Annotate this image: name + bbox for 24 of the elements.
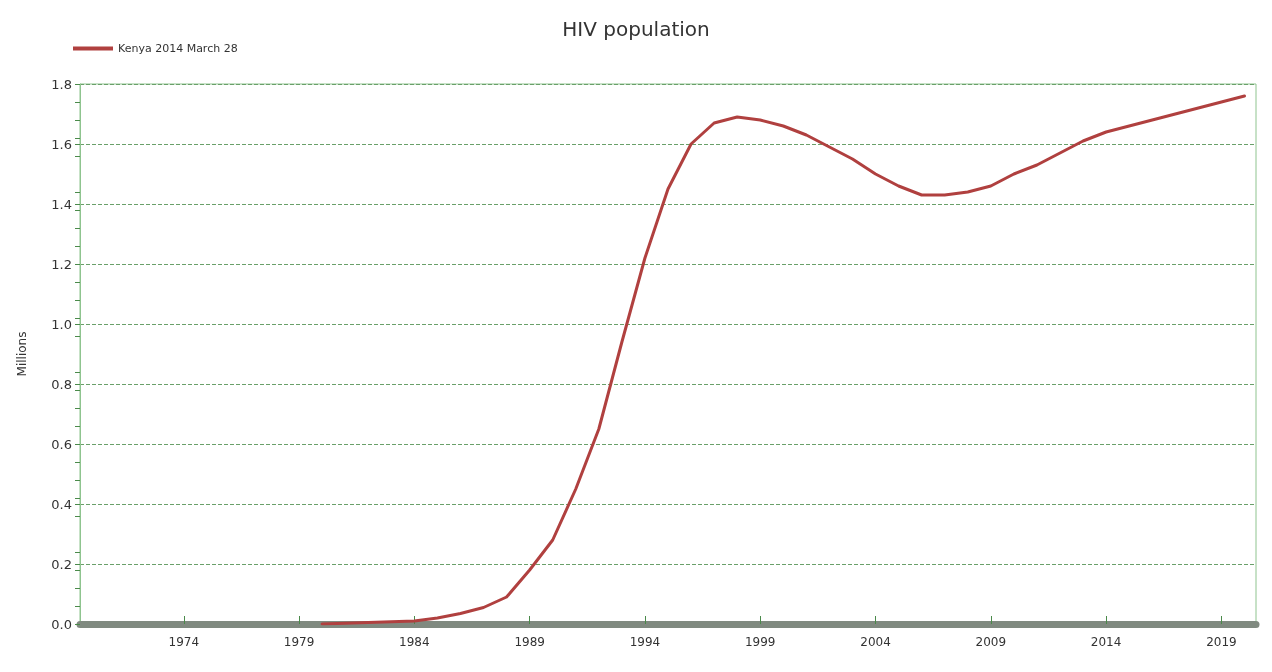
x-tick-label: 1984	[399, 635, 430, 649]
x-tick-label: 2009	[975, 635, 1007, 649]
line-series	[320, 94, 1246, 626]
y-tick-label: 0.4	[51, 496, 72, 512]
y-tick-label: 0.2	[51, 556, 72, 572]
x-tick-label: 1974	[168, 635, 200, 649]
y-tick-label: 1.0	[51, 316, 72, 332]
y-tick-label: 0.8	[51, 376, 72, 392]
y-tick-label: 0.0	[51, 616, 72, 632]
x-tick-label: 1999	[744, 635, 776, 649]
x-tick-label: 1989	[514, 635, 545, 649]
legend-label: Kenya 2014 March 28	[118, 42, 238, 55]
x-tick-label: 1979	[283, 635, 315, 649]
chart-title: HIV population	[562, 17, 710, 41]
y-tick-label: 1.2	[51, 256, 72, 272]
y-tick-label: 1.4	[51, 196, 72, 212]
x-tick-label: 2014	[1090, 635, 1122, 649]
y-tick-label: 0.6	[51, 436, 72, 452]
x-tick-label: 2004	[860, 635, 891, 649]
y-axis-title: Millions	[15, 331, 29, 377]
x-tick-label: 1994	[629, 635, 661, 649]
y-tick-label: 1.6	[51, 136, 72, 152]
x-tick-label: 2019	[1206, 635, 1237, 649]
y-tick-label: 1.8	[51, 76, 72, 92]
